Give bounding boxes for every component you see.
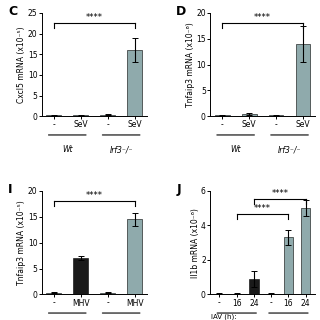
Bar bbox=[284, 237, 293, 294]
Bar bbox=[100, 115, 115, 116]
Text: ****: **** bbox=[254, 13, 271, 22]
Bar bbox=[46, 115, 61, 116]
Bar bbox=[301, 208, 310, 294]
Text: IAV (h):: IAV (h): bbox=[211, 313, 236, 320]
Text: Wt: Wt bbox=[230, 145, 241, 154]
Text: I: I bbox=[8, 183, 12, 196]
Bar bbox=[127, 50, 142, 116]
Text: Irf3⁻/⁻: Irf3⁻/⁻ bbox=[109, 145, 133, 154]
Bar bbox=[267, 293, 276, 294]
Y-axis label: Tnfaip3 mRNA (x10⁻⁶): Tnfaip3 mRNA (x10⁻⁶) bbox=[186, 22, 195, 107]
Text: C: C bbox=[8, 4, 17, 18]
Bar bbox=[269, 115, 284, 116]
Text: ****: **** bbox=[254, 204, 271, 212]
Text: D: D bbox=[176, 4, 187, 18]
Bar bbox=[73, 258, 88, 294]
Text: ****: **** bbox=[86, 191, 103, 200]
Bar bbox=[73, 115, 88, 116]
Y-axis label: Cxcl5 mRNA (x10⁻⁵): Cxcl5 mRNA (x10⁻⁵) bbox=[17, 26, 27, 103]
Bar bbox=[232, 293, 242, 294]
Y-axis label: Tnfaip3 mRNA (x10⁻⁵): Tnfaip3 mRNA (x10⁻⁵) bbox=[17, 200, 27, 285]
Text: ****: **** bbox=[86, 13, 103, 22]
Text: ****: **** bbox=[271, 189, 288, 198]
Bar bbox=[249, 279, 259, 294]
Bar bbox=[296, 44, 310, 116]
Bar bbox=[215, 293, 224, 294]
Bar bbox=[215, 115, 229, 116]
Bar bbox=[127, 219, 142, 294]
Bar bbox=[242, 114, 257, 116]
Text: Wt: Wt bbox=[62, 145, 73, 154]
Text: Irf3⁻/⁻: Irf3⁻/⁻ bbox=[278, 145, 301, 154]
Text: J: J bbox=[176, 183, 181, 196]
Y-axis label: Il1b mRNA (x10⁻⁶): Il1b mRNA (x10⁻⁶) bbox=[190, 208, 200, 277]
Bar bbox=[100, 293, 115, 294]
Bar bbox=[46, 293, 61, 294]
